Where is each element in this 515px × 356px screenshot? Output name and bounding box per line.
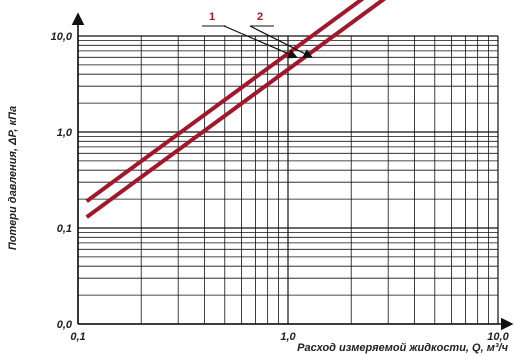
x-tick-label: 10,0	[487, 331, 509, 343]
callout-label-2: 2	[257, 11, 263, 23]
y-axis-label: Потери давления, ΔP, кПа	[7, 106, 19, 250]
series-line-2	[85, 0, 387, 219]
series-line-1	[85, 0, 365, 203]
x-axis-label: Расход измеряемой жидкости, Q, м³/ч	[297, 342, 508, 354]
callout-label-1: 1	[209, 11, 215, 23]
axes	[71, 12, 514, 331]
y-tick-label: 1,0	[57, 127, 73, 139]
series-lines	[85, 0, 387, 219]
y-tick-label: 10,0	[51, 31, 73, 43]
callout-arrow	[223, 25, 298, 59]
tick-labels: 0,11,010,00,00,11,010,0100,0	[51, 31, 510, 343]
grid	[77, 36, 498, 325]
callout-arrow	[249, 25, 313, 58]
x-tick-label: 1,0	[280, 331, 296, 343]
y-tick-label: 0,0	[57, 319, 73, 331]
y-tick-label: 0,1	[57, 223, 72, 235]
x-tick-label: 0,1	[70, 331, 85, 343]
